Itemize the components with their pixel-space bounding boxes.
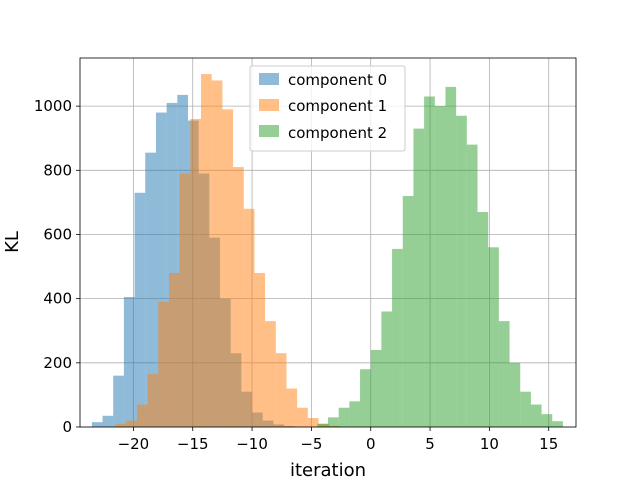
histogram-bar [123,297,135,427]
histogram-bars [91,74,563,428]
histogram-bar [115,423,127,427]
histogram-bar [413,128,425,427]
histogram-bar [488,247,499,427]
histogram-bar [360,369,371,427]
y-tick-label: 0 [62,418,72,436]
histogram-bar [370,349,382,427]
histogram-bar [222,109,234,428]
histogram-bar [477,212,489,427]
legend-swatch-component-1 [259,99,279,111]
y-tick-label: 1000 [34,97,72,115]
series-2-bars [317,86,563,428]
x-axis-label: iteration [290,460,366,480]
histogram-bar [392,248,403,427]
histogram-bar [307,418,319,427]
histogram-bar [328,417,339,427]
histogram-bar [541,414,553,427]
x-tick-label: 5 [425,435,435,453]
histogram-bar [113,375,124,427]
histogram-bar [126,420,137,427]
histogram-bar [168,272,180,427]
y-tick-label: 800 [43,161,72,179]
histogram-bar [201,74,212,427]
x-tick-label: −5 [300,435,322,453]
histogram-bar [166,102,178,427]
histogram-bar [317,423,328,427]
histogram-bar [136,404,148,427]
histogram-bar [520,391,531,427]
histogram-bar [552,421,563,427]
y-axis-label: KL [2,231,23,253]
legend: component 0 component 1 component 2 [249,65,406,152]
x-tick-label: 10 [480,435,499,453]
histogram-bar [158,301,169,427]
histogram-bar [275,353,287,427]
legend-swatch-component-2 [259,125,279,137]
legend-label-component-2: component 2 [288,124,387,142]
histogram-bar [286,388,298,427]
x-tick-label: 0 [366,435,376,453]
histogram-bar [338,407,350,427]
histogram-bar [265,321,276,427]
histogram-bar [211,80,223,427]
histogram-bar [147,374,159,427]
histogram-bar [134,192,146,427]
histogram-bar [402,195,414,427]
histogram-bar [91,422,103,427]
y-tick-label: 600 [43,225,72,243]
histogram-bar [466,144,478,428]
histogram-bar [155,112,167,428]
y-tick-label: 400 [43,290,72,308]
histogram-bar [424,96,435,428]
x-tick-label: −15 [177,435,209,453]
legend-label-component-0: component 0 [288,71,387,89]
x-tick-label: −20 [118,435,150,453]
histogram-bar [190,118,202,428]
histogram-bar [254,272,266,427]
histogram-bar [297,407,308,427]
histogram-bar [233,167,244,428]
y-tick-label: 200 [43,354,72,372]
histogram-bar [434,106,446,427]
plot-frame [79,57,577,428]
x-tick-label: 15 [539,435,558,453]
histogram-bar [179,173,191,427]
histogram-bar [509,362,521,427]
legend-swatch-component-0 [259,73,279,85]
x-tick-label: −10 [236,435,268,453]
histogram-bar [530,404,542,427]
histogram-bar [456,115,467,427]
histogram-bar [145,152,156,427]
legend-label-component-1: component 1 [288,97,387,115]
histogram-bar [445,86,457,427]
histogram-bar [102,415,114,427]
histogram-bar [349,401,361,427]
legend-box [249,65,406,152]
histogram-bar [243,208,255,427]
axis-ticks: −20 −15 −10 −5 0 5 10 15 0 200 400 600 800 1000 [34,97,558,453]
histogram-bar [381,311,393,427]
series-1-bars [115,74,340,428]
histogram-bar [498,321,510,427]
